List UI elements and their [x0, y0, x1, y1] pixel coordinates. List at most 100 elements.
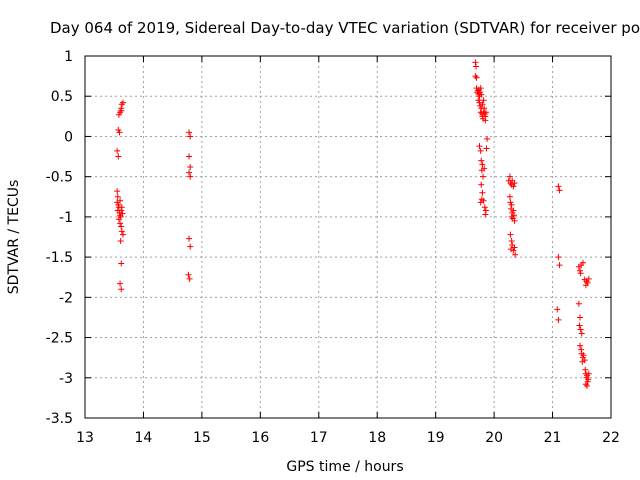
data-point: [472, 63, 479, 70]
chart-title: Day 064 of 2019, Sidereal Day-to-day VTE…: [50, 19, 640, 37]
data-point: [585, 370, 592, 377]
data-point: [507, 231, 514, 238]
data-point: [506, 173, 513, 180]
data-point: [479, 161, 486, 168]
data-point: [119, 99, 126, 106]
data-point: [577, 314, 584, 321]
x-tick-label: 21: [544, 430, 562, 446]
data-point: [118, 207, 125, 214]
x-tick-label: 20: [485, 430, 503, 446]
data-point: [482, 211, 489, 218]
data-point: [483, 145, 490, 152]
data-point: [584, 279, 591, 286]
data-point: [578, 330, 585, 337]
plot-area-frame: [84, 55, 612, 419]
data-point: [186, 169, 193, 176]
data-point: [473, 74, 480, 81]
data-point: [187, 243, 194, 250]
x-axis-label: GPS time / hours: [286, 459, 403, 475]
data-point: [118, 204, 125, 211]
data-point: [554, 306, 561, 313]
x-tick-label: 15: [193, 430, 211, 446]
data-point: [472, 59, 479, 66]
data-point: [477, 85, 484, 92]
data-point: [479, 101, 486, 108]
x-tick-label: 19: [427, 430, 445, 446]
data-point: [480, 97, 487, 104]
data-point: [512, 251, 519, 258]
data-point: [116, 129, 123, 136]
data-point: [114, 147, 121, 154]
y-tick-label: -2.5: [46, 331, 73, 347]
data-point: [576, 322, 583, 329]
data-point: [118, 107, 125, 114]
data-points: [114, 59, 592, 389]
data-point: [480, 173, 487, 180]
data-point: [117, 220, 124, 227]
y-tick-label: -2: [59, 290, 73, 306]
data-point: [511, 217, 518, 224]
data-point: [484, 135, 491, 142]
data-point: [481, 204, 488, 211]
data-point: [482, 109, 489, 116]
data-point: [478, 181, 485, 188]
data-point: [584, 382, 591, 389]
data-point: [117, 238, 124, 245]
data-point: [118, 260, 125, 267]
data-point: [118, 286, 125, 293]
y-tick-label: -3.5: [46, 411, 73, 427]
data-point: [482, 207, 489, 214]
data-point: [575, 300, 582, 307]
data-point: [186, 275, 193, 282]
x-tick-label: 22: [602, 430, 620, 446]
data-point: [582, 366, 589, 373]
data-point: [555, 254, 562, 261]
data-point: [118, 223, 125, 230]
y-tick-label: 1: [64, 49, 73, 65]
data-point: [508, 201, 515, 208]
x-tick-label: 14: [135, 430, 153, 446]
data-point: [117, 197, 124, 204]
data-point: [555, 316, 562, 323]
y-tick-label: 0: [64, 129, 73, 145]
data-point: [577, 342, 584, 349]
data-point: [556, 262, 563, 269]
data-point: [556, 187, 563, 194]
data-point: [581, 357, 588, 364]
y-tick-label: 0.5: [51, 89, 73, 105]
y-tick-label: -1.5: [46, 250, 73, 266]
data-point: [114, 188, 121, 195]
data-point: [585, 376, 592, 383]
x-tick-label: 16: [251, 430, 269, 446]
data-point: [579, 259, 586, 266]
data-point: [511, 244, 518, 251]
data-point: [115, 153, 122, 160]
data-point: [510, 212, 517, 219]
data-point: [119, 231, 126, 238]
x-tick-label: 17: [310, 430, 328, 446]
x-tick-label: 13: [76, 430, 94, 446]
data-point: [555, 183, 562, 190]
axis-ticks: 13 14 15 16 17 18 19 20 21 22 1 0.5 0 -0.5 -1 -1.5 -2 -2.…: [46, 49, 620, 446]
data-point: [479, 189, 486, 196]
data-point: [480, 197, 487, 204]
data-point: [481, 105, 488, 112]
data-point: [187, 173, 194, 180]
data-point: [186, 129, 193, 136]
data-point: [114, 193, 121, 200]
data-point: [511, 180, 518, 187]
y-tick-label: -1: [59, 210, 73, 226]
y-tick-label: -3: [59, 371, 73, 387]
data-point: [186, 235, 193, 242]
grid: [85, 56, 611, 418]
data-point: [118, 228, 125, 235]
y-axis-label: SDTVAR / TECUs: [6, 180, 22, 295]
data-point: [185, 271, 192, 278]
y-tick-label: -0.5: [46, 170, 73, 186]
data-point: [478, 157, 485, 164]
data-point: [187, 133, 194, 140]
data-point: [187, 164, 194, 171]
data-point: [508, 238, 515, 245]
data-point: [186, 153, 193, 160]
